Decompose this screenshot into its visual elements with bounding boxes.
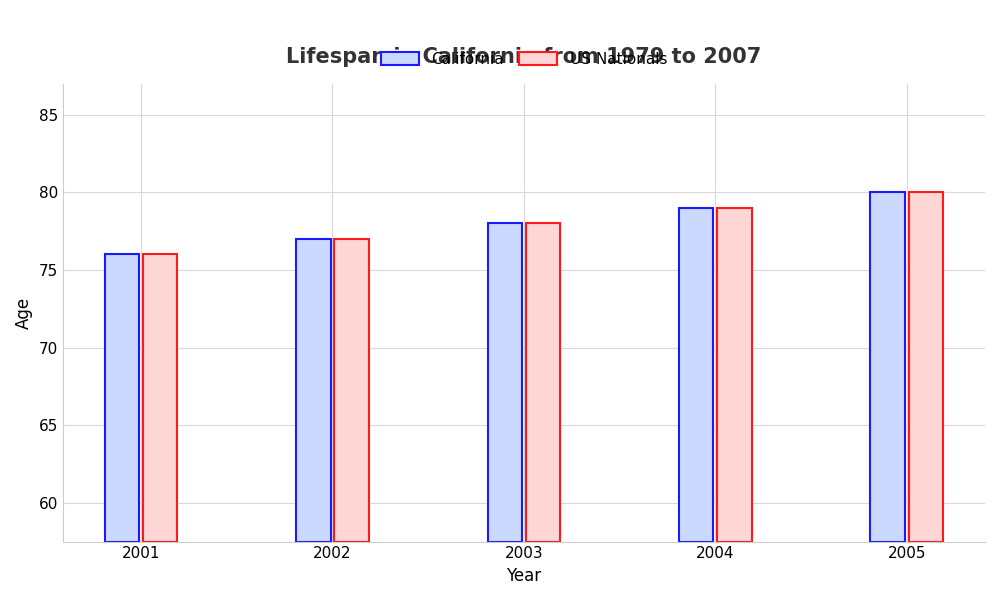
- Bar: [488, 223, 522, 542]
- Bar: [717, 208, 752, 542]
- Bar: [105, 254, 139, 542]
- Bar: [909, 192, 943, 542]
- Bar: [679, 208, 713, 542]
- Y-axis label: Age: Age: [15, 296, 33, 329]
- Bar: [296, 239, 331, 542]
- Bar: [334, 239, 369, 542]
- Bar: [143, 254, 177, 542]
- Title: Lifespan in California from 1979 to 2007: Lifespan in California from 1979 to 2007: [286, 47, 762, 67]
- Bar: [526, 223, 560, 542]
- Bar: [870, 192, 905, 542]
- X-axis label: Year: Year: [506, 567, 541, 585]
- Legend: California, US Nationals: California, US Nationals: [375, 46, 673, 73]
